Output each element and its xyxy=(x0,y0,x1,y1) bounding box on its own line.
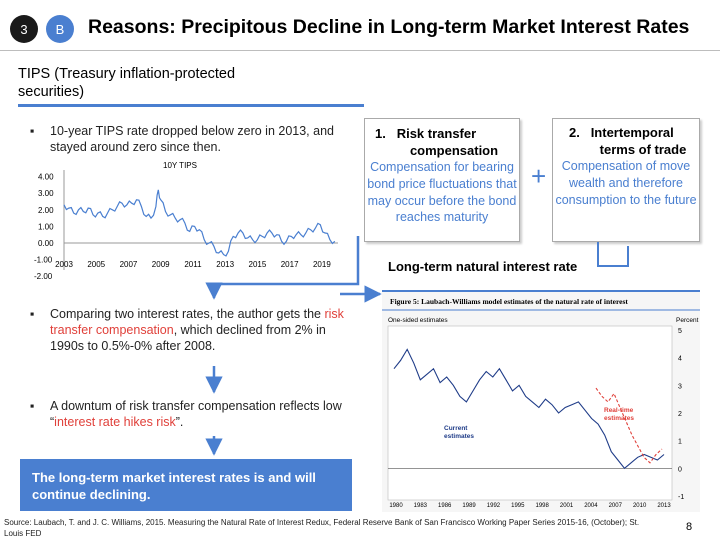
tips-x-tick-label: 2011 xyxy=(184,260,202,269)
bullet-downturn-highlight: interest rate hikes risk xyxy=(54,415,176,429)
tips-legend-label: 10Y TIPS xyxy=(163,161,197,170)
tips-heading: TIPS (Treasury inflation-protected secur… xyxy=(18,66,236,100)
subsection-letter-badge: B xyxy=(46,15,74,43)
figure-x-tick-label: 1980 xyxy=(389,503,403,509)
risk-transfer-number: 1. xyxy=(375,126,386,141)
tips-line-chart: 4.003.002.001.000.00-1.00-2.00 2003 2005 2… xyxy=(34,161,338,282)
tips-x-tick-label: 2015 xyxy=(249,260,267,269)
bracket-natural-rate xyxy=(597,242,629,267)
figure-x-tick-label: 2007 xyxy=(609,503,623,509)
figure-realtime-label-b: estimates xyxy=(604,415,634,422)
intertemporal-description: Compensation of move wealth and therefor… xyxy=(555,159,697,207)
figure-y-tick-label: 3 xyxy=(678,383,682,390)
title-divider xyxy=(0,50,720,51)
figure-current-label-a: Current xyxy=(444,425,468,432)
tips-y-axis: 4.00 3.00 2.00 1.00 0.00 -1.00 -2.00 xyxy=(34,173,54,282)
figure-y-tick-label: 5 xyxy=(678,328,682,335)
bullet-comparison: ▪ Comparing two interest rates, the auth… xyxy=(30,306,345,354)
bullet-tips-rate: ▪ 10-year TIPS rate dropped below zero i… xyxy=(30,123,350,155)
intertemporal-box: 2. Intertemporal terms of trade Compensa… xyxy=(552,118,700,242)
figure-x-tick-label: 1983 xyxy=(414,503,428,509)
source-citation: Source: Laubach, T. and J. C. Williams, … xyxy=(4,518,640,538)
page-number: 8 xyxy=(686,521,693,533)
tips-x-tick-label: 2013 xyxy=(216,260,234,269)
bullet-downturn-pre: A downtum of risk transfer compensation … xyxy=(50,399,342,429)
risk-transfer-title-a: Risk transfer xyxy=(396,126,477,141)
figure-panel-label: One-sided estimates xyxy=(388,317,448,324)
slide-title: Reasons: Precipitous Decline in Long-ter… xyxy=(88,16,690,38)
tips-y-tick-label: 1.00 xyxy=(38,222,54,231)
figure-x-tick-label: 2004 xyxy=(584,503,598,509)
figure-x-tick-label: 1989 xyxy=(462,503,476,509)
bullet-comparison-pre: Comparing two interest rates, the author… xyxy=(50,307,325,321)
tips-y-tick-label: -2.00 xyxy=(34,272,53,281)
figure-x-tick-label: 1986 xyxy=(438,503,452,509)
bullet-dot: ▪ xyxy=(30,124,35,138)
bullet-dot: ▪ xyxy=(30,307,35,321)
figure-x-axis: 1980 1983 1986 1989 1992 1995 1998 2001 2004 2007… xyxy=(389,503,671,509)
tips-y-tick-label: 2.00 xyxy=(38,206,54,215)
figure-y-axis: 5 4 3 2 1 0 -1 xyxy=(678,328,684,501)
figure-realtime-label-a: Real-time xyxy=(604,407,634,414)
tips-x-tick-label: 2019 xyxy=(313,260,331,269)
figure-current-line xyxy=(393,348,665,470)
figure-current-label-b: estimates xyxy=(444,433,474,440)
figure-y-tick-label: 4 xyxy=(678,356,682,363)
intertemporal-title-a: Intertemporal xyxy=(590,125,674,140)
bullet-comparison-highlight: risk transfer compensation xyxy=(50,307,344,337)
laubach-williams-figure: Figure 5: Laubach-Williams model estimat… xyxy=(382,290,700,512)
intertemporal-title-b: terms of trade xyxy=(599,142,687,157)
figure-y-tick-label: 2 xyxy=(678,411,682,418)
bullet-tips-rate-text: 10-year TIPS rate dropped below zero in … xyxy=(50,124,334,154)
figure-x-tick-label: 1998 xyxy=(536,503,550,509)
tips-x-tick-label: 2017 xyxy=(281,260,299,269)
risk-transfer-description: Compensation for bearing bond price fluc… xyxy=(367,160,517,225)
arrow-to-comparison xyxy=(205,236,360,300)
figure-x-tick-label: 1995 xyxy=(511,503,525,509)
risk-transfer-title-b: compensation xyxy=(409,143,499,158)
tips-x-tick-label: 2005 xyxy=(87,260,105,269)
intertemporal-number: 2. xyxy=(569,125,580,140)
bullet-downturn: ▪ A downtum of risk transfer compensatio… xyxy=(30,398,345,430)
tips-y-tick-label: 3.00 xyxy=(38,189,54,198)
figure-title: Figure 5: Laubach-Williams model estimat… xyxy=(390,297,628,306)
plus-icon: + xyxy=(531,161,547,191)
tips-y-tick-label: 4.00 xyxy=(38,173,54,182)
laubach-williams-chart: Figure 5: Laubach-Williams model estimat… xyxy=(382,297,700,509)
tips-x-tick-label: 2007 xyxy=(120,260,138,269)
tips-x-tick-label: 2009 xyxy=(152,260,170,269)
figure-y-tick-label: -1 xyxy=(678,494,684,501)
bullet-downturn-post: ”. xyxy=(175,415,184,429)
tips-y-tick-label: -1.00 xyxy=(34,256,53,265)
figure-unit: Percent xyxy=(676,317,699,324)
figure-x-tick-label: 1992 xyxy=(487,503,501,509)
figure-x-tick-label: 2010 xyxy=(633,503,647,509)
tips-y-tick-label: 0.00 xyxy=(38,239,54,248)
figure-realtime-line xyxy=(595,387,663,464)
bullet-dot: ▪ xyxy=(30,399,35,413)
figure-x-tick-label: 2013 xyxy=(657,503,671,509)
figure-x-tick-label: 2001 xyxy=(560,503,574,509)
conclusion-box: The long-term market interest rates is a… xyxy=(20,459,352,511)
figure-y-tick-label: 0 xyxy=(678,466,682,473)
risk-transfer-box: 1. Risk transfer compensation Compensati… xyxy=(364,118,520,242)
tips-heading-rule xyxy=(18,104,364,107)
bullet-comparison-post: , which declined from 2% in 1990s to 0.5… xyxy=(50,323,326,353)
natural-rate-label: Long-term natural interest rate xyxy=(388,259,578,274)
figure-y-tick-label: 1 xyxy=(678,439,682,446)
section-number-badge: 3 xyxy=(10,15,38,43)
tips-series-line xyxy=(63,189,336,257)
